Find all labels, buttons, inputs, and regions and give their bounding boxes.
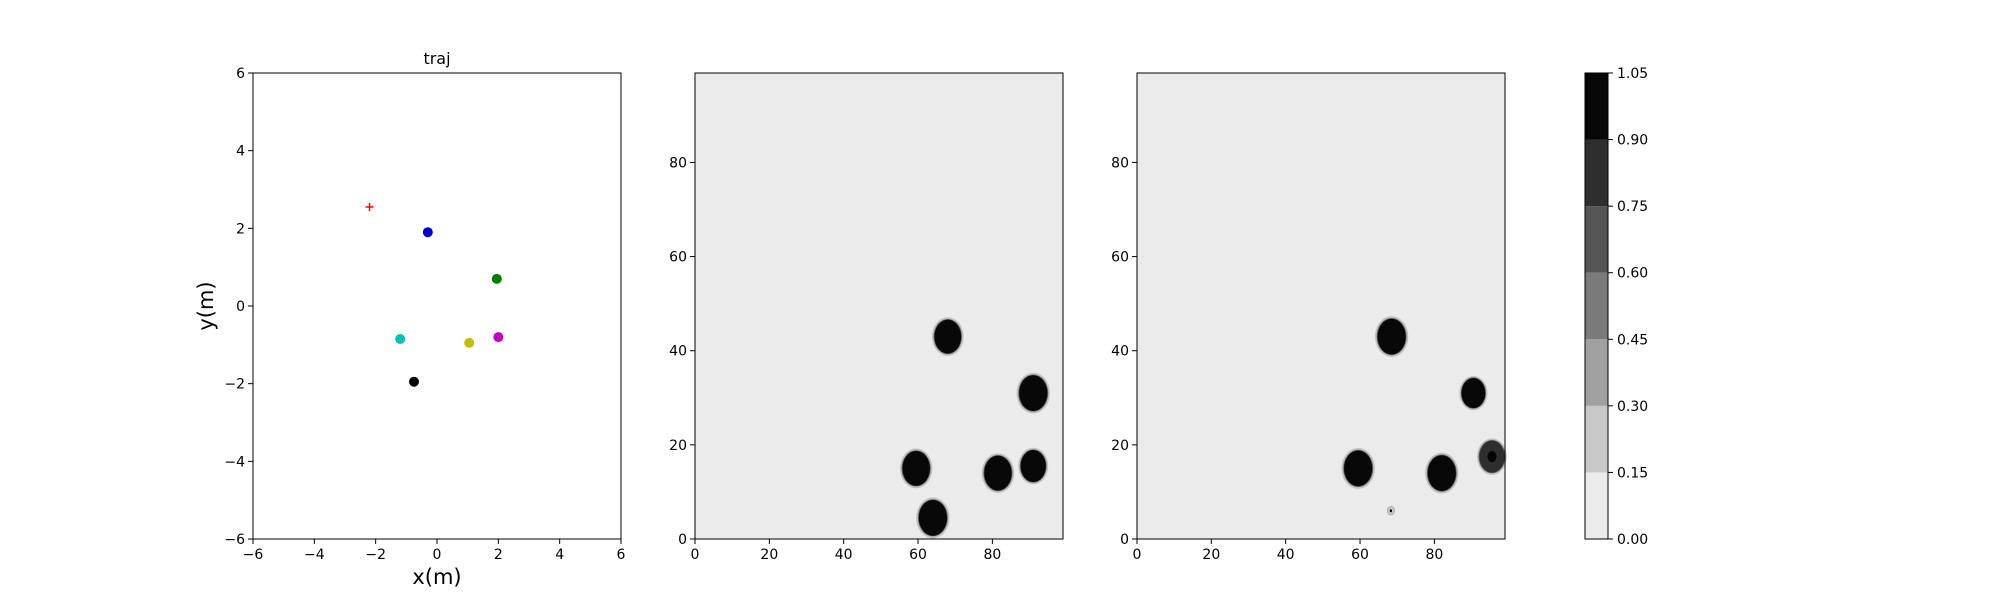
map1-y-tick-label: 0	[678, 532, 687, 548]
traj-x-tick-label: 0	[433, 547, 442, 563]
traj-scatter-panel: traj −6 −4 −2 0 2 4 6 −6 −4 −2 0 2 4 6 x(m) y(m)	[194, 49, 626, 589]
traj-plot-area	[252, 72, 622, 540]
map2-frame	[1136, 72, 1506, 540]
traj-y-tick-label: 0	[236, 299, 245, 315]
traj-y-tick-label: 2	[236, 221, 245, 237]
map2-y-ticks: 0 20 40 60 80	[1111, 155, 1137, 548]
map2-obstacle-blob	[1386, 505, 1395, 516]
map2-blobs	[1341, 316, 1507, 516]
map2-x-tick-label: 60	[1351, 547, 1369, 563]
map-panel-2: 0 20 40 60 80 0 20 40 60 80	[1111, 72, 1507, 563]
trajectory-point	[409, 376, 419, 387]
trajectory-point	[395, 334, 406, 345]
traj-y-ticks: −6 −4 −2 0 2 4 6	[224, 66, 253, 548]
trajectory-point	[422, 227, 433, 238]
map2-y-tick-label: 20	[1111, 438, 1129, 454]
map1-y-tick-label: 40	[669, 344, 687, 360]
map1-x-tick-label: 0	[691, 547, 700, 563]
map1-obstacle-blob	[1018, 447, 1049, 485]
traj-y-tick-label: −6	[224, 532, 245, 548]
colorbar-band	[1585, 272, 1608, 340]
colorbar-tick-label: 0.30	[1617, 399, 1648, 415]
map2-x-tick-label: 0	[1133, 547, 1142, 563]
colorbar-frame	[1584, 72, 1609, 540]
trajectory-point	[491, 273, 502, 284]
map1-x-ticks: 0 20 40 60 80	[691, 539, 1001, 563]
traj-y-tick-label: −4	[224, 454, 245, 470]
map1-obstacle-blob	[931, 317, 964, 356]
map1-x-tick-label: 20	[760, 547, 778, 563]
map2-obstacle-blob	[1459, 375, 1488, 411]
colorbar: 0.00 0.15 0.30 0.45 0.60 0.75 0.90 1.05	[1584, 66, 1648, 548]
map1-y-ticks: 0 20 40 60 80	[669, 155, 695, 548]
map1-obstacle-blob	[916, 497, 950, 539]
trajectory-goal-point	[365, 202, 374, 211]
colorbar-band	[1585, 73, 1608, 140]
map1-obstacle-blob	[899, 448, 933, 489]
map2-y-tick-label: 40	[1111, 344, 1129, 360]
map2-y-tick-label: 80	[1111, 155, 1129, 171]
traj-x-tick-label: −2	[365, 547, 386, 563]
traj-x-label: x(m)	[412, 565, 461, 589]
map1-obstacle-blob	[1016, 372, 1050, 414]
traj-x-tick-label: 4	[555, 547, 564, 563]
colorbar-tick-label: 1.05	[1617, 66, 1648, 82]
trajectory-point	[464, 337, 475, 348]
traj-y-tick-label: −2	[224, 377, 245, 393]
traj-points	[365, 202, 504, 387]
map2-x-tick-label: 20	[1202, 547, 1220, 563]
colorbar-ticks: 0.00 0.15 0.30 0.45 0.60 0.75 0.90 1.05	[1608, 66, 1648, 548]
colorbar-tick-label: 0.00	[1617, 532, 1648, 548]
colorbar-tick-label: 0.15	[1617, 465, 1648, 481]
traj-x-ticks: −6 −4 −2 0 2 4 6	[243, 539, 626, 563]
map2-obstacle-blob	[1477, 438, 1507, 475]
map1-x-tick-label: 60	[909, 547, 927, 563]
map2-obstacle-blob	[1374, 316, 1409, 357]
map2-x-tick-label: 40	[1277, 547, 1295, 563]
colorbar-band	[1585, 339, 1608, 406]
colorbar-tick-label: 0.75	[1617, 199, 1648, 215]
map1-x-tick-label: 40	[835, 547, 853, 563]
colorbar-band	[1585, 405, 1608, 473]
map1-obstacle-blob	[981, 453, 1015, 493]
map2-y-tick-label: 60	[1111, 250, 1129, 266]
traj-x-tick-label: 2	[494, 547, 503, 563]
traj-y-tick-label: 6	[236, 66, 245, 82]
map1-blobs	[899, 317, 1050, 539]
colorbar-tick-label: 0.60	[1617, 266, 1648, 282]
traj-x-tick-label: −4	[304, 547, 325, 563]
colorbar-tick-label: 0.45	[1617, 332, 1648, 348]
map1-y-tick-label: 60	[669, 250, 687, 266]
colorbar-bands	[1585, 73, 1608, 539]
colorbar-tick-label: 0.90	[1617, 133, 1648, 149]
traj-title: traj	[423, 49, 450, 68]
map2-x-tick-label: 80	[1425, 547, 1443, 563]
map2-obstacle-blob	[1341, 448, 1375, 489]
map1-y-tick-label: 80	[669, 155, 687, 171]
trajectory-point	[493, 332, 504, 343]
map2-y-tick-label: 0	[1120, 532, 1129, 548]
traj-x-tick-label: −6	[243, 547, 264, 563]
traj-y-label: y(m)	[194, 281, 218, 330]
colorbar-band	[1585, 472, 1608, 539]
colorbar-band	[1585, 139, 1608, 207]
map2-x-ticks: 0 20 40 60 80	[1133, 539, 1443, 563]
traj-y-tick-label: 4	[236, 144, 245, 160]
map1-y-tick-label: 20	[669, 438, 687, 454]
map-panel-1: 0 20 40 60 80 0 20 40 60 80	[669, 72, 1064, 563]
traj-x-tick-label: 6	[617, 547, 626, 563]
map1-frame	[694, 72, 1064, 540]
map2-obstacle-blob	[1425, 452, 1459, 494]
map1-x-tick-label: 80	[983, 547, 1001, 563]
colorbar-band	[1585, 206, 1608, 273]
